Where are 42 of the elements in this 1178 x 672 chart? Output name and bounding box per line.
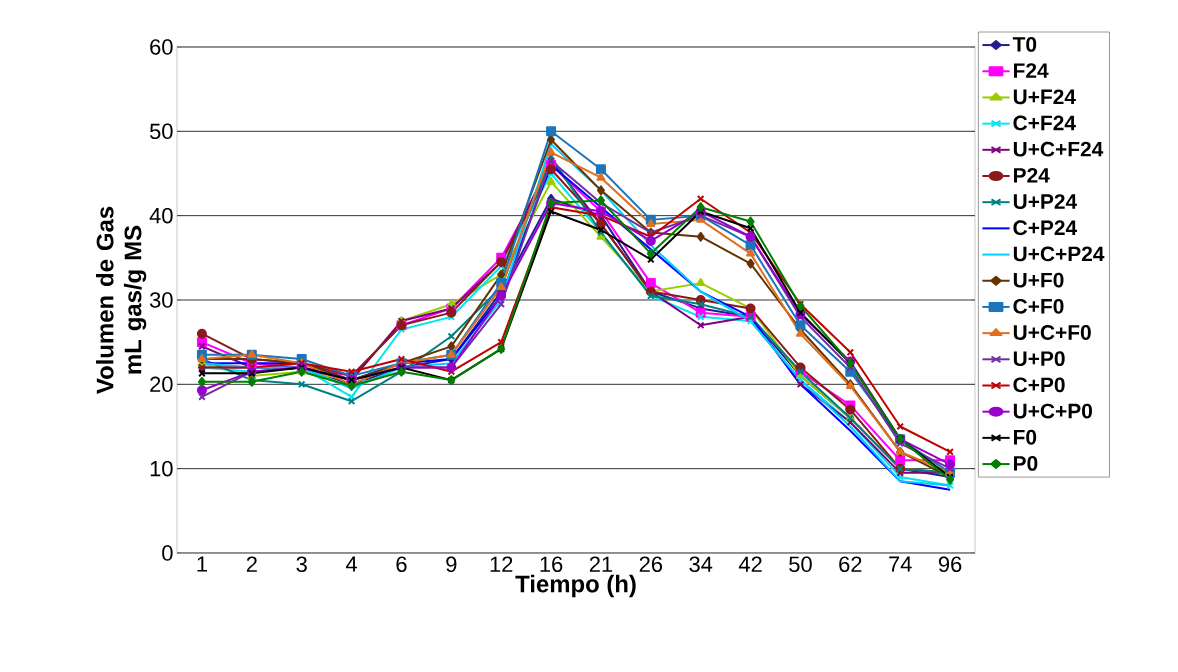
x-tick-label: 12 [490,556,513,572]
legend-label: U+C+F0 [1013,325,1091,340]
x-axis-title: Tiempo (h) [515,574,636,598]
y-tick-label: 50 [149,123,173,140]
y-tick-label: 10 [150,460,173,477]
legend-label: C+P0 [1013,377,1065,393]
x-tick-label: 9 [446,556,457,573]
x-tick-label: 6 [396,556,407,573]
x-tick-label: 34 [689,556,713,573]
legend-label: U+C+P24 [1013,246,1105,262]
x-tick-label: 42 [738,556,762,572]
y-tick-label: 60 [150,39,173,55]
legend-label: P0 [1014,456,1038,471]
legend-label: U+P24 [1013,194,1078,209]
x-tick-label: 21 [589,556,613,572]
x-tick-label: 16 [540,556,563,573]
x-tick-label: 26 [639,556,663,573]
legend-label: T0 [1012,37,1037,52]
legend-label: U+C+F24 [1013,141,1104,157]
legend-label: U+P0 [1013,351,1065,367]
legend-label: U+F24 [1013,89,1076,105]
legend-label: C+F24 [1013,115,1076,131]
x-tick-label: 62 [839,556,862,573]
y-tick-label: 20 [150,376,173,393]
legend-label: U+C+P0 [1013,403,1092,419]
x-tick-label: 1 [197,556,207,572]
x-tick-label: 50 [789,556,812,573]
x-tick-label: 3 [296,556,307,573]
x-tick-label: 96 [938,556,962,573]
legend-label: F24 [1014,63,1049,78]
y-tick-label: 30 [149,292,173,308]
x-tick-label: 2 [246,556,257,572]
legend-label: C+F0 [1013,298,1064,314]
x-tick-label: 74 [889,556,912,572]
legend-label: P24 [1014,167,1050,183]
y-axis-title: Volumen de Gas mL gas/g MS [95,206,147,394]
legend-label: F0 [1014,429,1037,445]
legend-label: C+P24 [1013,220,1078,236]
y-tick-label: 0 [162,545,173,561]
x-tick-label: 4 [345,556,358,572]
legend-label: U+F0 [1013,272,1064,288]
y-tick-label: 40 [149,207,173,224]
